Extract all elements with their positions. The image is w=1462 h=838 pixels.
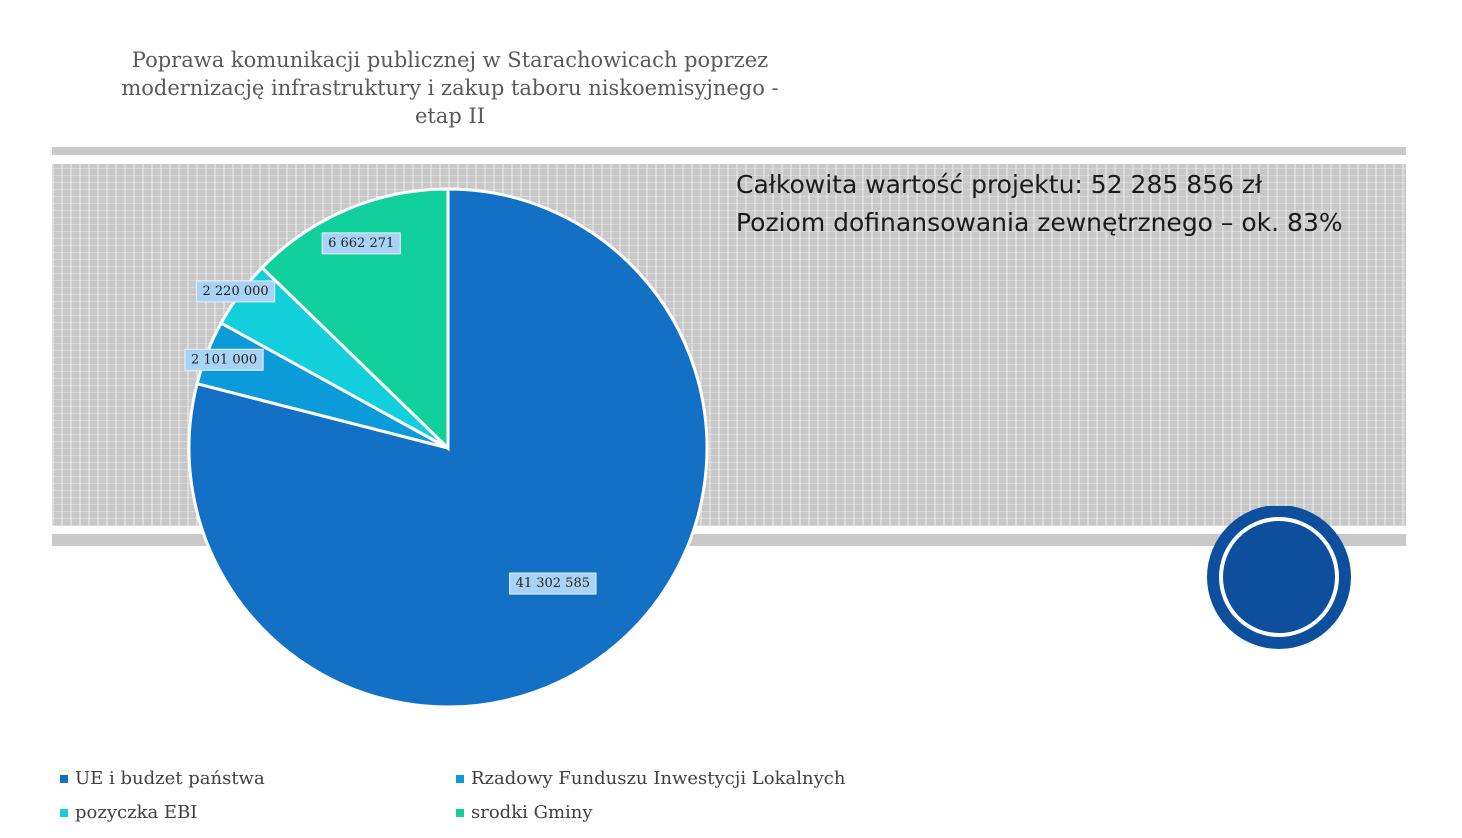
data-label-box: [196, 280, 276, 303]
data-label-text: 6 662 271: [328, 236, 394, 251]
decorative-circle-icon: [1207, 506, 1351, 649]
data-label-box: [509, 572, 597, 595]
data-label-text: 2 220 000: [203, 284, 269, 299]
legend-item-ebi: pozyczka EBI: [60, 802, 197, 823]
data-label: 2 220 000: [196, 280, 276, 303]
legend-item-rfil: Rzadowy Funduszu Inwestycji Lokalnych: [456, 768, 845, 789]
data-label-text: 41 302 585: [516, 576, 590, 591]
chart-title-line-3: etap II: [414, 104, 486, 128]
legend-label: Rzadowy Funduszu Inwestycji Lokalnych: [471, 768, 846, 789]
legend-label: UE i budzet państwa: [75, 768, 265, 789]
chart-title: Poprawa komunikacji publicznej w Starach…: [100, 46, 800, 130]
data-label: 41 302 585: [509, 572, 597, 595]
pie-slice: [259, 187, 450, 452]
banner-top-stripe: [52, 147, 1406, 155]
data-label: 6 662 271: [321, 232, 401, 255]
legend-label: srodki Gminy: [471, 802, 593, 823]
legend-swatch-icon: [60, 774, 68, 783]
legend-item-ue: UE i budzet państwa: [60, 768, 265, 789]
cofinancing-text: Poziom dofinansowania zewnętrznego – ok.…: [736, 208, 1343, 237]
data-label-box: [321, 232, 401, 255]
data-label: 2 101 000: [184, 348, 264, 371]
legend-swatch-icon: [456, 774, 464, 783]
legend-item-gmina: srodki Gminy: [456, 802, 593, 823]
project-info: Całkowita wartość projektu: 52 285 856 z…: [736, 166, 1416, 242]
data-label-box: [184, 348, 264, 371]
chart-title-line-2: modernizację infrastruktury i zakup tabo…: [121, 76, 779, 100]
legend-swatch-icon: [456, 808, 464, 817]
chart-title-line-1: Poprawa komunikacji publicznej w Starach…: [131, 48, 769, 72]
total-value-text: Całkowita wartość projektu: 52 285 856 z…: [736, 170, 1263, 199]
legend-label: pozyczka EBI: [75, 802, 198, 823]
legend-swatch-icon: [60, 808, 68, 817]
data-label-text: 2 101 000: [191, 352, 257, 367]
